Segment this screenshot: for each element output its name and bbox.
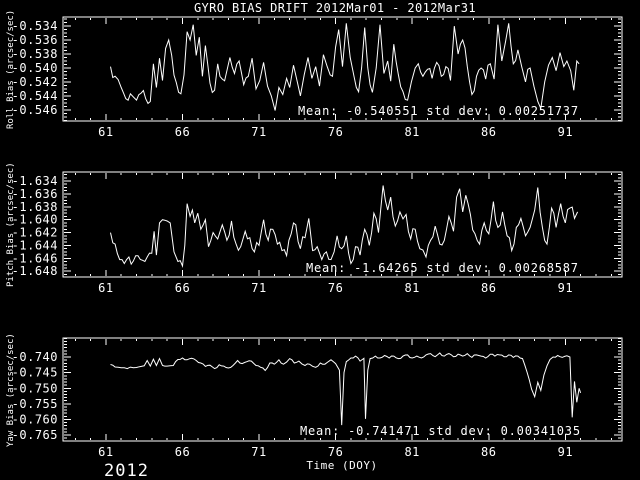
y-tick-label: -0.544 (12, 89, 58, 103)
x-tick-label: 81 (404, 445, 419, 459)
yaw-axis-label: Yaw Bias (arcsec/sec) (6, 332, 16, 447)
x-tick-label: 71 (251, 281, 266, 295)
x-tick-label: 66 (175, 445, 190, 459)
x-tick-label: 71 (251, 445, 266, 459)
x-tick-label: 86 (481, 281, 496, 295)
y-tick-label: -1.644 (12, 238, 58, 252)
pitch-bias-line (110, 185, 579, 268)
panel-frame (62, 171, 623, 278)
y-tick-label: -1.642 (12, 226, 58, 240)
y-tick-label: -0.534 (12, 19, 58, 33)
y-tick-label: -0.542 (12, 75, 58, 89)
x-tick-label: 61 (98, 281, 113, 295)
x-tick-label: 61 (98, 125, 113, 139)
yaw-mean-annotation: Mean: -0.741471 std dev: 0.00341035 (300, 424, 581, 438)
y-tick-label: -0.750 (12, 381, 58, 395)
yaw-bias-line (110, 352, 582, 426)
x-tick-label: 86 (481, 445, 496, 459)
y-tick-label: -1.648 (12, 264, 58, 278)
y-tick-label: -0.538 (12, 47, 58, 61)
y-tick-label: -0.740 (12, 350, 58, 364)
roll-bias-panel: 61 66 71 76 81 86 91-0.546-0.544-0.542-0.540-0… (12, 16, 623, 139)
pitch-axis-label: Pitch Bias (arcsec/sec) (6, 162, 16, 287)
y-tick-label: -0.540 (12, 61, 58, 75)
chart-title: GYRO BIAS DRIFT 2012Mar01 - 2012Mar31 (193, 1, 477, 15)
y-tick-label: -1.640 (12, 213, 58, 227)
yaw-bias-panel: 61 66 71 76 81 86 91-0.765-0.760-0.755-0.750-0… (12, 337, 623, 459)
x-tick-label: 86 (481, 125, 496, 139)
x-tick-label: 91 (558, 125, 573, 139)
pitch-mean-annotation: Mean: -1.64265 std dev: 0.00268587 (306, 261, 579, 275)
y-tick-label: -0.546 (12, 103, 58, 117)
tick-marks (64, 173, 621, 276)
y-tick-label: -1.638 (12, 200, 58, 214)
x-tick-label: 71 (251, 125, 266, 139)
panel-frame (62, 16, 623, 122)
y-tick-label: -0.760 (12, 412, 58, 426)
roll-axis-label: Roll Bias (arcsec/sec) (6, 9, 16, 129)
x-axis-label: Time (DOY) (306, 459, 378, 472)
y-tick-label: -1.634 (12, 174, 58, 188)
y-tick-label: -1.646 (12, 251, 58, 265)
y-tick-label: -1.636 (12, 187, 58, 201)
y-tick-label: -0.755 (12, 397, 58, 411)
x-tick-label: 81 (404, 281, 419, 295)
x-tick-label: 66 (175, 281, 190, 295)
x-tick-label: 76 (328, 281, 343, 295)
x-tick-label: 81 (404, 125, 419, 139)
y-tick-label: -0.765 (12, 428, 58, 442)
x-tick-label: 76 (328, 125, 343, 139)
x-tick-label: 61 (98, 445, 113, 459)
x-tick-label: 76 (328, 445, 343, 459)
x-tick-label: 91 (558, 445, 573, 459)
y-tick-label: -0.745 (12, 366, 58, 380)
tick-marks (64, 337, 621, 440)
roll-bias-line (110, 23, 580, 111)
roll-mean-annotation: Mean: -0.540551 std dev: 0.00251737 (298, 104, 579, 118)
y-tick-label: -0.536 (12, 33, 58, 47)
x-tick-label: 91 (558, 281, 573, 295)
panel-frame (62, 337, 623, 442)
tick-marks (64, 18, 621, 121)
year-label: 2012 (104, 461, 149, 480)
pitch-bias-panel: 61 66 71 76 81 86 91-1.648-1.646-1.644-1.642-1… (12, 171, 623, 295)
x-tick-label: 66 (175, 125, 190, 139)
